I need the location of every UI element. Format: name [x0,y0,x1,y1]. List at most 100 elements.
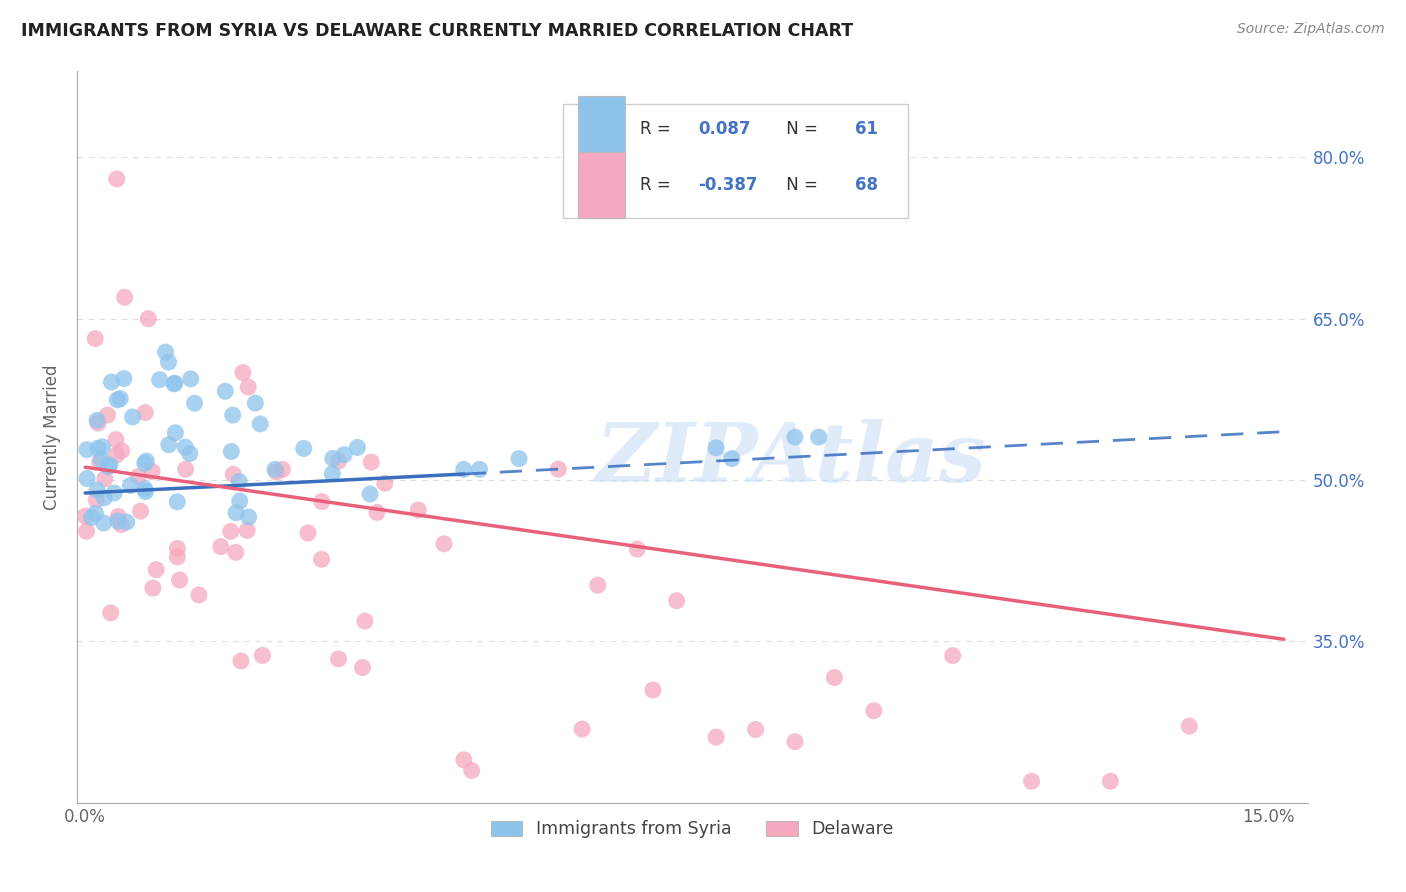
Point [135,454,157,468]
Point [135,484,157,499]
Point [245,396,267,410]
Point [229,654,252,668]
Point [238,380,260,394]
Point [187,588,209,602]
Point [311,494,333,508]
Point [183,396,205,410]
Point [783,430,806,444]
Point [225,506,247,520]
Point [115,515,138,529]
Point [807,430,830,444]
Point [142,581,165,595]
Y-axis label: Currently Married: Currently Married [44,364,62,510]
Point [134,456,156,470]
Point [165,425,187,440]
Point [105,392,128,407]
Point [76,471,98,485]
Point [238,510,260,524]
Point [163,376,186,391]
Point [90,452,112,467]
Text: -0.387: -0.387 [699,177,758,194]
Point [297,525,319,540]
Point [127,469,149,483]
Point [114,290,136,304]
Point [96,408,118,422]
Point [721,451,744,466]
Point [322,451,344,466]
Point [571,722,593,736]
Point [179,446,201,460]
Point [333,448,356,462]
Point [942,648,965,663]
Point [166,549,188,564]
Point [98,458,121,472]
Point [271,462,294,476]
Point [468,462,491,476]
Point [209,540,232,554]
Point [121,409,143,424]
Point [87,442,110,456]
Point [222,467,245,482]
Point [225,545,247,559]
Point [76,524,98,539]
Point [359,487,381,501]
Point [374,476,396,491]
Text: Source: ZipAtlas.com: Source: ZipAtlas.com [1237,22,1385,37]
Point [219,524,242,539]
Point [93,491,115,505]
Point [626,542,648,557]
Point [252,648,274,663]
Point [86,483,108,497]
Point [76,442,98,457]
Point [744,723,766,737]
Point [134,406,156,420]
Point [163,376,186,391]
Text: R =: R = [640,120,675,137]
Point [89,455,111,469]
Point [863,704,886,718]
Point [704,441,727,455]
Point [107,509,129,524]
Point [149,373,172,387]
Point [84,492,107,507]
Point [249,417,271,431]
Bar [578,153,624,219]
Point [311,552,333,566]
Point [157,355,180,369]
Point [155,345,177,359]
Point [433,537,456,551]
Text: 0.087: 0.087 [699,120,751,137]
Point [174,462,197,476]
Point [354,614,377,628]
Point [453,753,475,767]
Point [75,509,97,524]
Point [110,443,132,458]
Text: 68: 68 [855,177,877,194]
Legend: Immigrants from Syria, Delaware: Immigrants from Syria, Delaware [484,814,901,846]
Point [352,660,374,674]
Point [222,408,245,422]
Point [328,652,350,666]
Point [228,475,250,489]
Point [87,416,110,430]
Text: IMMIGRANTS FROM SYRIA VS DELAWARE CURRENTLY MARRIED CORRELATION CHART: IMMIGRANTS FROM SYRIA VS DELAWARE CURREN… [21,22,853,40]
Point [105,172,128,186]
Point [80,510,103,524]
Point [110,392,132,406]
Point [120,478,142,492]
Point [641,683,664,698]
Point [129,504,152,518]
Text: R =: R = [640,177,675,194]
Point [406,503,429,517]
Point [104,433,127,447]
Point [328,454,350,468]
Point [166,541,188,556]
Point [112,371,135,385]
Point [228,494,250,508]
Point [86,413,108,427]
Point [103,486,125,500]
Point [1021,774,1043,789]
Point [453,462,475,476]
Text: ZIPAtlas: ZIPAtlas [595,419,987,499]
Point [292,442,315,456]
